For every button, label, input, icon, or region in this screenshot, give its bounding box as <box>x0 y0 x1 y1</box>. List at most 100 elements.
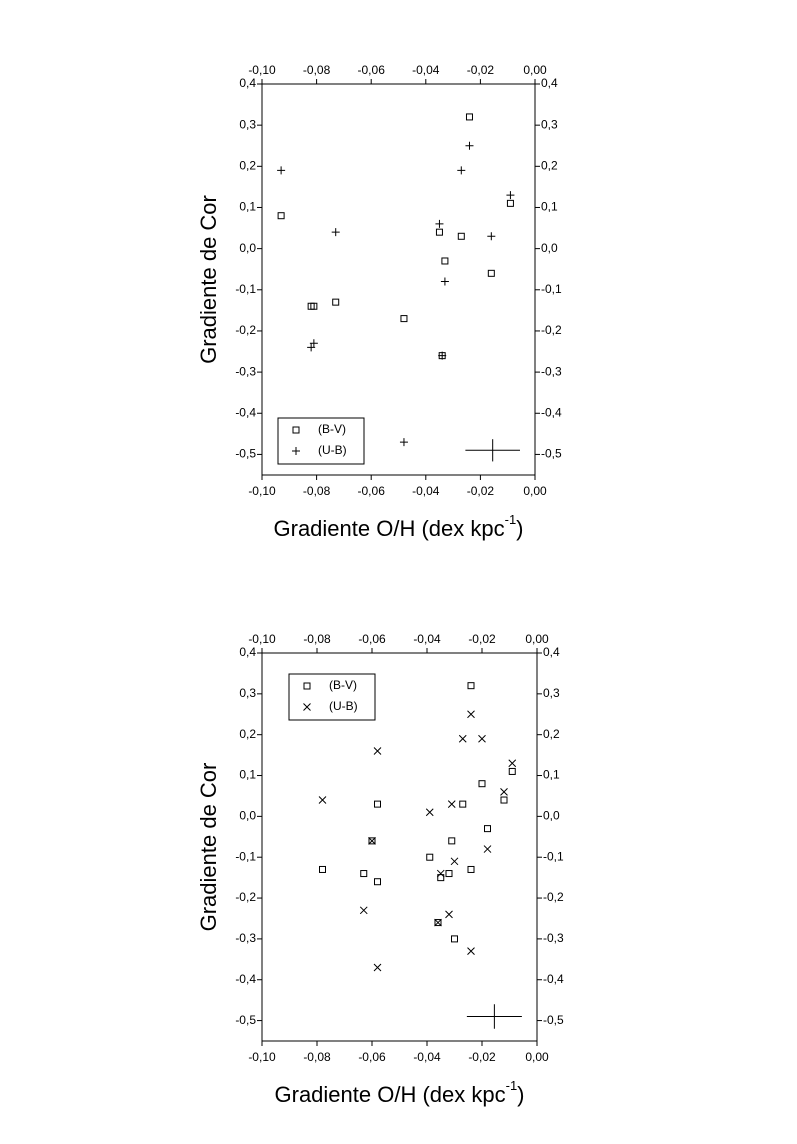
marker-cross <box>458 734 467 743</box>
plot-frame <box>261 83 536 476</box>
y-tick-label-right: -0,1 <box>543 849 564 863</box>
x-tick-label-top: -0,02 <box>467 63 495 77</box>
x-tick-label: -0,04 <box>412 484 440 498</box>
y-tick-label-right: 0,3 <box>541 117 558 131</box>
y-tick-label: -0,5 <box>235 447 256 461</box>
y-tick-label: -0,1 <box>235 282 256 296</box>
marker-cross <box>483 845 492 853</box>
y-axis-title: Gradiente de Cor <box>196 763 221 932</box>
x-tick-label-top: 0,00 <box>523 63 547 77</box>
marker-plus <box>440 277 449 286</box>
y-tick-label: 0,2 <box>239 727 256 741</box>
y-tick-label-right: 0,4 <box>543 645 560 659</box>
marker-cross <box>373 747 382 755</box>
y-tick-label-right: -0,5 <box>543 1013 564 1027</box>
marker-cross <box>467 710 475 719</box>
marker-cross <box>508 759 517 768</box>
marker-square <box>448 837 456 845</box>
marker-square <box>459 800 467 808</box>
x-tick-label-top: -0,08 <box>303 63 331 77</box>
y-tick-label: -0,2 <box>235 890 256 904</box>
y-tick-label: -0,4 <box>235 405 256 419</box>
marker-square <box>445 870 453 878</box>
marker-square <box>484 825 491 833</box>
marker-plus <box>307 343 316 352</box>
marker-plus <box>457 166 466 175</box>
marker-square <box>332 298 340 306</box>
y-tick-label: 0,3 <box>239 686 256 700</box>
marker-square <box>457 232 465 240</box>
marker-plus <box>506 191 515 200</box>
marker-square <box>435 228 443 236</box>
marker-square <box>277 212 285 220</box>
y-tick-label-right: 0,1 <box>543 768 560 782</box>
x-tick-label-top: 0,00 <box>525 632 549 646</box>
marker-square <box>487 269 495 277</box>
x-axis-title: Gradiente O/H (dex kpc-1) <box>274 512 524 540</box>
y-tick-label: 0,4 <box>239 76 256 90</box>
marker-plus <box>487 232 496 241</box>
marker-cross <box>447 800 456 808</box>
y-tick-label: -0,3 <box>235 931 256 945</box>
y-tick-label-right: -0,4 <box>543 972 564 986</box>
marker-cross <box>478 734 486 743</box>
legend-marker <box>292 447 300 455</box>
marker-square <box>437 874 445 882</box>
x-tick-label: -0,08 <box>303 484 331 498</box>
x-axis-title-part: Gradiente O/H (dex kpc <box>274 516 505 541</box>
x-tick-label: 0,00 <box>525 1050 549 1064</box>
y-tick-label: 0,0 <box>239 809 256 823</box>
x-tick-label-top: -0,06 <box>358 63 386 77</box>
legend-marker <box>303 682 311 690</box>
y-tick-label: 0,2 <box>239 158 256 172</box>
y-tick-label-right: 0,2 <box>541 158 558 172</box>
x-tick-label: -0,08 <box>303 1050 331 1064</box>
x-tick-label-top: -0,02 <box>468 632 496 646</box>
marker-plus <box>331 228 340 237</box>
marker-square <box>508 767 516 775</box>
x-axis-title-sup: -1 <box>506 1078 518 1093</box>
marker-cross <box>445 910 453 919</box>
marker-plus <box>438 351 447 360</box>
y-tick-label: -0,2 <box>235 323 256 337</box>
y-tick-label-right: 0,0 <box>541 241 558 255</box>
marker-cross <box>450 857 459 866</box>
x-tick-label: -0,10 <box>248 484 276 498</box>
x-tick-label: 0,00 <box>523 484 547 498</box>
marker-square <box>451 935 458 943</box>
marker-square <box>434 919 442 927</box>
y-tick-label-right: 0,0 <box>543 809 560 823</box>
x-tick-label: -0,06 <box>358 1050 386 1064</box>
x-tick-label-top: -0,10 <box>248 63 276 77</box>
legend-label: (B-V) <box>329 678 357 692</box>
y-tick-label: 0,3 <box>239 117 256 131</box>
marker-square <box>319 865 326 873</box>
marker-square <box>467 865 475 873</box>
marker-square <box>500 796 508 804</box>
legend-label: (U-B) <box>329 699 358 713</box>
marker-cross <box>425 808 434 817</box>
x-tick-label: -0,10 <box>248 1050 276 1064</box>
x-tick-label-top: -0,08 <box>303 632 331 646</box>
marker-cross <box>467 947 475 956</box>
y-tick-label: 0,1 <box>239 768 256 782</box>
x-tick-label-top: -0,04 <box>412 63 440 77</box>
marker-plus <box>277 166 286 175</box>
x-axis-title-sup: -1 <box>505 512 517 527</box>
y-tick-label-right: -0,2 <box>543 890 564 904</box>
legend-box <box>277 417 365 465</box>
marker-square <box>374 878 381 886</box>
marker-square <box>478 780 486 788</box>
y-tick-label: -0,4 <box>235 972 256 986</box>
marker-square <box>368 837 376 845</box>
y-tick-label-right: -0,3 <box>543 931 564 945</box>
y-tick-label-right: 0,2 <box>543 727 560 741</box>
x-tick-label-top: -0,10 <box>248 632 276 646</box>
x-tick-label: -0,02 <box>468 1050 496 1064</box>
y-tick-label: 0,1 <box>239 200 256 214</box>
y-tick-label-right: 0,4 <box>541 76 558 90</box>
marker-cross <box>434 918 442 927</box>
x-axis-title-part: ) <box>516 516 523 541</box>
